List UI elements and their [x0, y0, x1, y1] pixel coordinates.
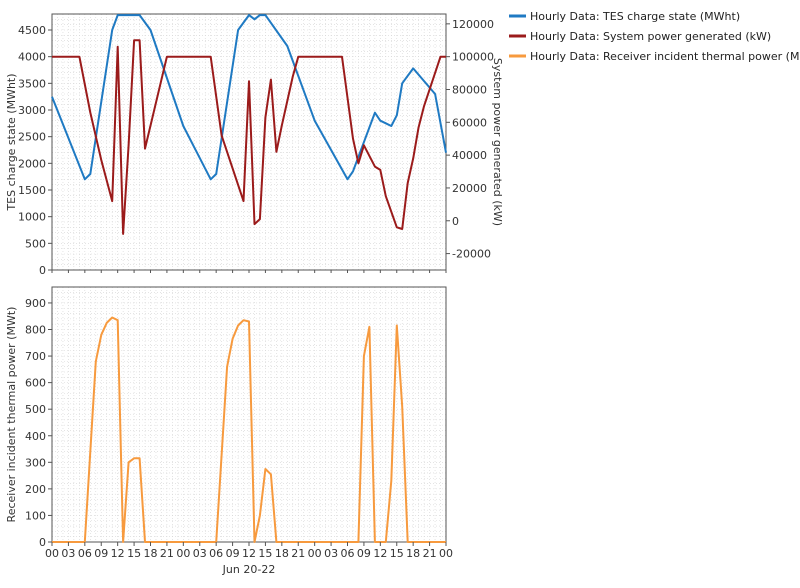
receiver-power-chart: 0 100 200 300 400 500 600 700 800 900 Receiver inc… [5, 286, 453, 576]
y-tick-label: 0 [39, 536, 46, 549]
x-tick-label: 00 [45, 547, 59, 560]
x-tick-label: 12 [242, 547, 256, 560]
y2-tick-label: 20000 [452, 182, 487, 195]
x-tick-label: 21 [291, 547, 305, 560]
y2-tick-label: 80000 [452, 83, 487, 96]
x-tick-label: 15 [127, 547, 141, 560]
legend: Hourly Data: TES charge state (MWht) Hour… [509, 10, 800, 63]
y-tick-label: 900 [25, 297, 46, 310]
y-tick-label: 3000 [18, 104, 46, 117]
y-tick-label: 600 [25, 377, 46, 390]
x-tick-label: 00 [308, 547, 322, 560]
y-tick-label: 100 [25, 509, 46, 522]
x-tick-label: 06 [78, 547, 92, 560]
y2-tick-label: 40000 [452, 149, 487, 162]
series-line-receiver-incident-thermal-power-mwt [52, 316, 446, 543]
x-tick-label: 21 [423, 547, 437, 560]
y-tick-label: 400 [25, 430, 46, 443]
y-tick-label: 0 [39, 264, 46, 277]
y-tick-label: 2000 [18, 157, 46, 170]
y2-tick-label: 60000 [452, 116, 487, 129]
legend-label: Hourly Data: System power generated (kW) [530, 30, 771, 43]
x-tick-label: 00 [176, 547, 190, 560]
y2-axis-title: System power generated (kW) [491, 58, 504, 226]
y2-tick-label: -20000 [452, 248, 491, 261]
y-tick-label: 700 [25, 350, 46, 363]
x-tick-label: 03 [193, 547, 207, 560]
x-tick-label: 21 [160, 547, 174, 560]
x-tick-label: 18 [144, 547, 158, 560]
y2-tick-label: 100000 [452, 51, 494, 64]
x-axis-title: Jun 20-22 [222, 563, 276, 576]
legend-label: Hourly Data: Receiver incident thermal p… [530, 50, 800, 63]
series-line-system-power-generated-kw [52, 39, 446, 235]
y-tick-label: 3500 [18, 77, 46, 90]
y-axis-title: Receiver incident thermal power (MWt) [5, 307, 18, 523]
legend-label: Hourly Data: TES charge state (MWht) [530, 10, 740, 23]
x-tick-label: 18 [275, 547, 289, 560]
y-tick-label: 2500 [18, 131, 46, 144]
tes-and-power-chart: 0 500 1000 1500 2000 2500 3000 3500 4000 4500 TES … [5, 13, 504, 277]
y-tick-label: 4000 [18, 51, 46, 64]
x-tick-label: 15 [390, 547, 404, 560]
y2-tick-label: 0 [452, 215, 459, 228]
x-tick-label: 03 [324, 547, 338, 560]
y-tick-label: 200 [25, 483, 46, 496]
x-tick-label: 09 [357, 547, 371, 560]
x-tick-label: 15 [258, 547, 272, 560]
y-tick-label: 500 [25, 237, 46, 250]
y-tick-label: 1000 [18, 211, 46, 224]
x-tick-label: 03 [61, 547, 75, 560]
y-tick-label: 300 [25, 456, 46, 469]
series-line-tes-charge-state-mwht [51, 14, 447, 181]
y2-tick-label: 120000 [452, 18, 494, 31]
y-tick-label: 1500 [18, 184, 46, 197]
y-axis-title: TES charge state (MWht) [5, 73, 18, 211]
x-tick-label: 06 [341, 547, 355, 560]
y-tick-label: 4500 [18, 24, 46, 37]
x-tick-label: 12 [111, 547, 125, 560]
x-tick-label: 00 [439, 547, 453, 560]
x-tick-label: 09 [94, 547, 108, 560]
x-tick-label: 09 [226, 547, 240, 560]
y-tick-label: 800 [25, 324, 46, 337]
x-tick-label: 12 [373, 547, 387, 560]
x-tick-label: 06 [209, 547, 223, 560]
y-tick-label: 500 [25, 403, 46, 416]
x-tick-label: 18 [406, 547, 420, 560]
